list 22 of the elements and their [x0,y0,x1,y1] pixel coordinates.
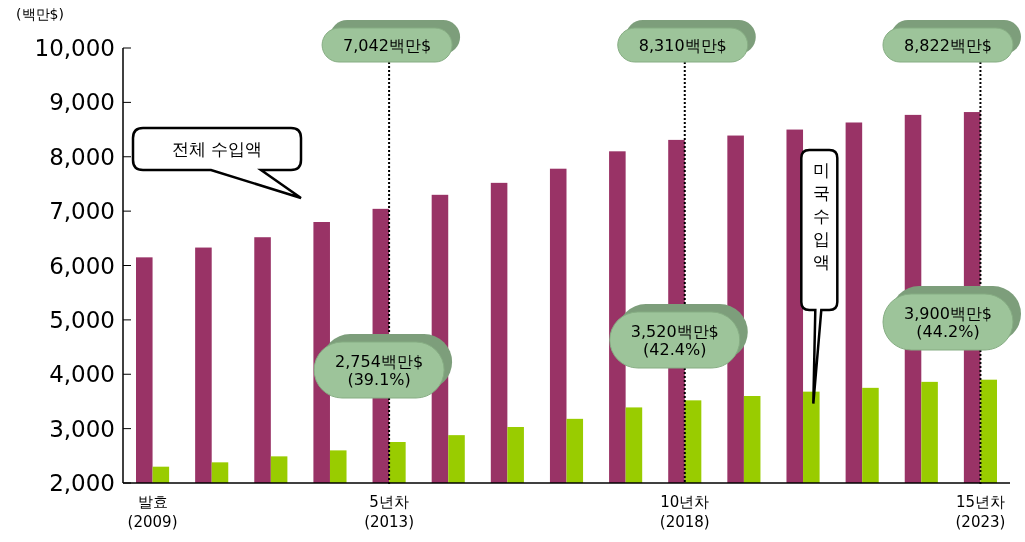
x-tick-label: 10년차 (2018) [659,493,710,531]
y-tick-label: 3,000 [49,415,115,442]
y-tick-label: 6,000 [49,252,115,279]
y-tick-label: 9,000 [49,89,115,116]
annotation: 8,822백만$ [904,35,992,55]
y-tick-label: 7,000 [49,198,115,225]
y-axis-title: (백만$) [16,6,64,22]
x-tick-label: 5년차 (2013) [364,493,415,531]
y-tick-label: 5,000 [49,306,115,333]
annotation: 2,754백만$ (39.1%) [335,351,424,389]
y-tick-label: 4,000 [49,361,115,388]
annotation: 3,520백만$ (42.4%) [630,321,719,359]
annotation: 3,900백만$ (44.2%) [904,303,992,341]
x-tick-label: 15년차 (2023) [955,493,1006,531]
annotation: 8,310백만$ [638,35,727,55]
annotation: 7,042백만$ [343,35,432,55]
x-tick-label: 발효 (2009) [127,493,178,531]
annotation: 전체 수입액 [171,139,263,159]
annotation: 미국수입액 [812,160,830,272]
y-tick-label: 10,000 [34,35,115,61]
y-tick-label: 8,000 [49,143,115,170]
y-tick-label: 2,000 [49,470,115,496]
